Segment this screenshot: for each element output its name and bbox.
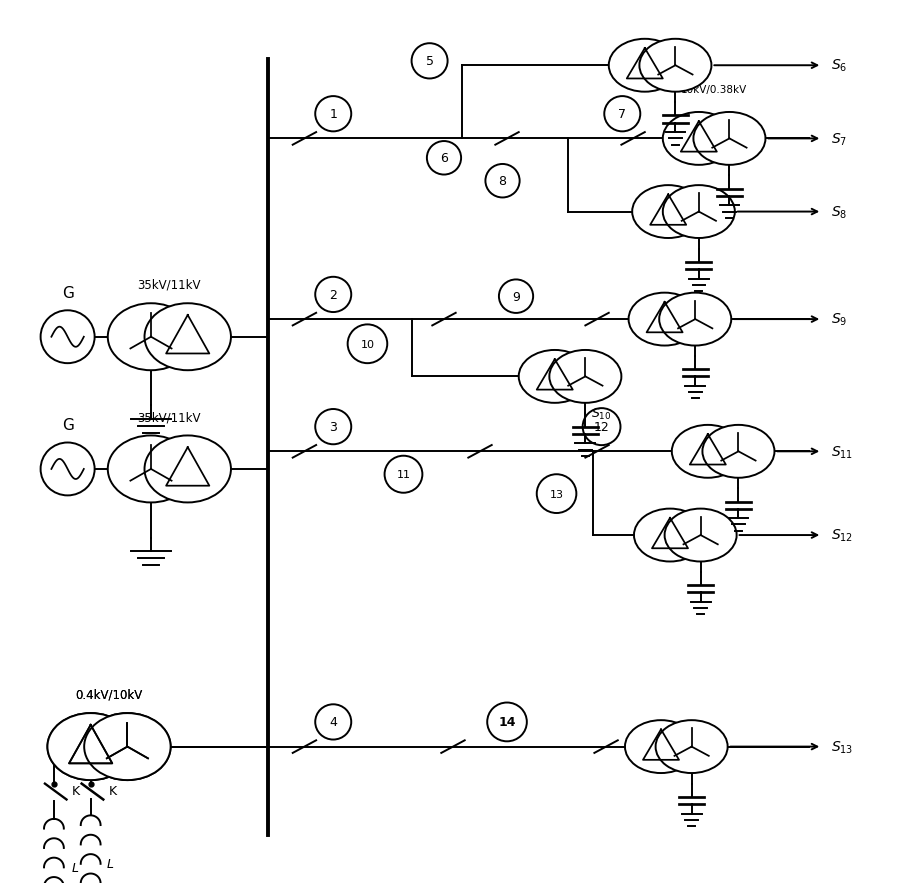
Text: 6: 6 bbox=[440, 152, 448, 165]
Text: 0.4kV/10kV: 0.4kV/10kV bbox=[75, 688, 142, 701]
Ellipse shape bbox=[145, 304, 231, 371]
Ellipse shape bbox=[693, 113, 766, 166]
Ellipse shape bbox=[549, 351, 622, 403]
Text: L: L bbox=[72, 861, 79, 874]
Ellipse shape bbox=[108, 436, 194, 503]
Ellipse shape bbox=[47, 713, 134, 781]
Ellipse shape bbox=[84, 713, 170, 781]
Ellipse shape bbox=[519, 351, 591, 403]
Text: K: K bbox=[109, 784, 117, 797]
Text: $S_6$: $S_6$ bbox=[831, 58, 847, 74]
Ellipse shape bbox=[672, 425, 744, 478]
Ellipse shape bbox=[145, 436, 231, 503]
Text: K: K bbox=[72, 784, 80, 797]
Ellipse shape bbox=[632, 186, 704, 238]
Text: 13: 13 bbox=[550, 489, 564, 499]
Text: $S_7$: $S_7$ bbox=[831, 131, 847, 147]
Ellipse shape bbox=[640, 40, 711, 92]
Text: 35kV/11kV: 35kV/11kV bbox=[138, 278, 201, 291]
Ellipse shape bbox=[634, 509, 706, 562]
Text: 14: 14 bbox=[498, 716, 516, 728]
Text: 1: 1 bbox=[329, 108, 337, 121]
Ellipse shape bbox=[665, 509, 737, 562]
Text: 10kV/0.38kV: 10kV/0.38kV bbox=[681, 85, 747, 95]
Ellipse shape bbox=[656, 720, 728, 773]
Text: G: G bbox=[62, 285, 73, 300]
Text: G: G bbox=[62, 417, 73, 432]
Text: $S_{13}$: $S_{13}$ bbox=[831, 739, 853, 755]
Text: $S_9$: $S_9$ bbox=[831, 312, 847, 328]
Text: 11: 11 bbox=[397, 470, 410, 479]
Text: $S_{11}$: $S_{11}$ bbox=[831, 444, 853, 460]
Text: 12: 12 bbox=[593, 421, 610, 433]
Text: 4: 4 bbox=[329, 716, 337, 728]
Ellipse shape bbox=[625, 720, 697, 773]
Text: $S_{10}$: $S_{10}$ bbox=[591, 407, 612, 422]
Ellipse shape bbox=[663, 113, 735, 166]
Text: 5: 5 bbox=[426, 55, 434, 68]
Ellipse shape bbox=[47, 713, 134, 781]
Ellipse shape bbox=[660, 293, 731, 346]
Ellipse shape bbox=[702, 425, 775, 478]
Text: 35kV/11kV: 35kV/11kV bbox=[138, 410, 201, 424]
Ellipse shape bbox=[609, 40, 680, 92]
Ellipse shape bbox=[663, 186, 735, 238]
Ellipse shape bbox=[629, 293, 700, 346]
Text: 9: 9 bbox=[512, 291, 520, 303]
Text: 10: 10 bbox=[361, 339, 374, 349]
Ellipse shape bbox=[108, 304, 194, 371]
Text: 7: 7 bbox=[618, 108, 626, 121]
Text: 2: 2 bbox=[329, 289, 337, 301]
Text: 8: 8 bbox=[498, 175, 506, 188]
Text: 3: 3 bbox=[329, 421, 337, 433]
Text: $S_{12}$: $S_{12}$ bbox=[831, 527, 853, 544]
Text: L: L bbox=[107, 858, 114, 870]
Text: $S_8$: $S_8$ bbox=[831, 204, 847, 221]
Ellipse shape bbox=[84, 713, 170, 781]
Text: 0.4kV/10kV: 0.4kV/10kV bbox=[75, 688, 142, 701]
